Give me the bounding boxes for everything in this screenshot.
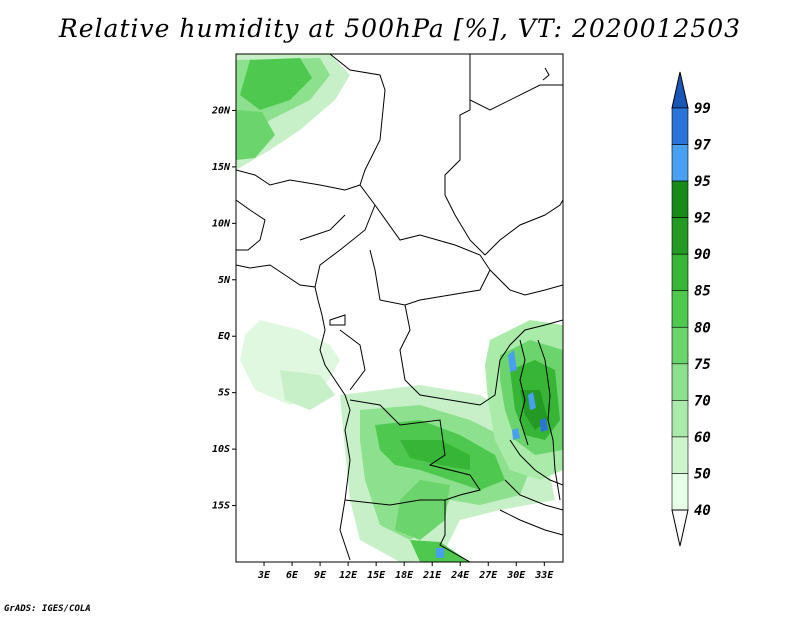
lon-label: 30E — [506, 570, 526, 581]
map-title: Relative humidity at 500hPa [%], VT: 202… — [58, 14, 742, 43]
colorbar-label: 90 — [694, 247, 711, 263]
country-borders — [236, 54, 563, 562]
lon-label: 9E — [314, 570, 327, 581]
lat-label: 10S — [212, 444, 230, 455]
colorbar-label: 75 — [694, 357, 711, 373]
humidity-shading — [236, 54, 563, 562]
lon-label: 15E — [367, 570, 386, 581]
lon-label: 21E — [422, 570, 442, 581]
colorbar-label: 70 — [694, 393, 711, 409]
colorbar-bottom-arrow — [671, 509, 689, 547]
lat-label: EQ — [218, 331, 230, 342]
colorbar-top-arrow — [671, 71, 689, 109]
colorbar-label: 95 — [694, 174, 711, 190]
colorbar-box — [671, 107, 689, 145]
colorbar-label: 92 — [694, 211, 711, 227]
lat-label: 15N — [212, 162, 231, 173]
colorbar-label: 40 — [694, 503, 711, 519]
colorbar-label: 80 — [694, 320, 711, 336]
colorbar-box — [671, 144, 689, 182]
colorbar-label: 50 — [694, 466, 711, 482]
lat-label: 20N — [211, 105, 231, 116]
colorbar-label: 99 — [694, 101, 711, 117]
colorbar-box — [671, 400, 689, 438]
lon-label: 24E — [450, 570, 470, 581]
lon-label: 18E — [395, 570, 414, 581]
colorbar-box — [671, 326, 689, 365]
colorbar-label: 97 — [694, 138, 711, 154]
lat-label: 5S — [218, 388, 230, 399]
lon-label: 6E — [286, 570, 299, 581]
colorbar-box — [671, 363, 689, 401]
colorbar-box — [671, 180, 689, 218]
lat-label: 10N — [212, 218, 231, 229]
lon-label: 3E — [257, 570, 271, 581]
colorbar-box — [671, 436, 689, 474]
colorbar-box — [671, 253, 689, 292]
colorbar-label: 60 — [694, 430, 711, 446]
grads-credit: GrADS: IGES/COLA — [4, 604, 91, 614]
longitude-axis: 3E 6E 9E 12E 15E 18E 21E 24E 27E 30E 33E — [257, 562, 554, 581]
lon-label: 27E — [478, 570, 498, 581]
lon-label: 33E — [534, 570, 554, 581]
lat-label: 5N — [218, 275, 231, 286]
colorbar-label: 85 — [694, 284, 711, 300]
colorbar: 99 97 95 92 90 85 80 75 70 60 50 40 — [671, 71, 711, 547]
colorbar-box — [671, 473, 689, 511]
lon-label: 12E — [339, 570, 358, 581]
latitude-axis: 20N 15N 10N 5N EQ 5S 10S 15S — [211, 105, 236, 512]
colorbar-box — [671, 290, 689, 328]
colorbar-box — [671, 217, 689, 255]
lat-label: 15S — [212, 501, 230, 512]
map-frame — [235, 53, 564, 563]
